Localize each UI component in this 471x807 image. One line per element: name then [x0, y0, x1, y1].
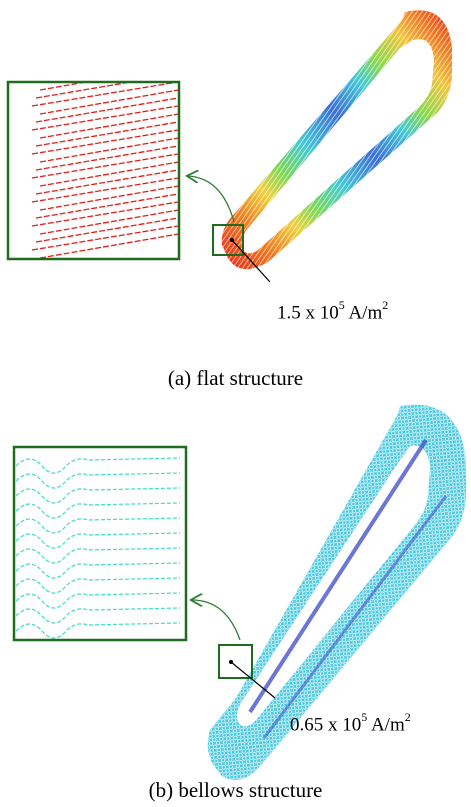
flat-current-vector — [39, 83, 85, 91]
flat-structure-figure — [6, 10, 452, 283]
flat-current-vector — [31, 129, 178, 155]
bellows-zoom-region-box — [218, 644, 253, 679]
flat-current-vector — [39, 113, 178, 139]
bellows-current-vector — [15, 487, 181, 504]
caption-flat-structure: (a) flat structure — [167, 366, 304, 390]
flat-current-vector — [31, 201, 178, 227]
flat-current-vector — [31, 225, 178, 251]
flat-current-vector — [35, 83, 129, 99]
flat-current-vector — [39, 209, 178, 235]
flat-current-vector — [35, 217, 178, 243]
bellows-current-vector — [15, 547, 181, 564]
flat-inset-magnified-view — [6, 80, 181, 261]
bellows-coil-band — [207, 404, 466, 780]
flat-current-vector — [31, 83, 176, 107]
bellows-zoom-arrow — [192, 600, 241, 641]
bellows-current-vector — [15, 532, 181, 549]
flat-current-vector — [39, 137, 178, 163]
bellows-structure-figure — [12, 404, 466, 780]
flat-current-vector — [35, 97, 178, 123]
flat-current-vector — [35, 169, 178, 195]
flat-pointer-line — [231, 239, 271, 283]
bellows-current-density-label: 0.65 x 105 A/m2 — [290, 710, 411, 736]
bellows-inset-magnified-view — [12, 445, 188, 642]
panel-bellows-structure: 0.65 x 105 A/m2 (b) bellows structure — [0, 400, 471, 807]
bellows-current-vector — [15, 592, 181, 609]
bellows-current-vector — [15, 562, 181, 579]
flat-current-vector — [31, 153, 178, 179]
bellows-current-vector — [15, 607, 181, 624]
flat-current-vector — [31, 105, 178, 131]
flat-current-vector — [39, 233, 178, 258]
flat-current-vector — [39, 161, 178, 187]
flat-zoom-arrow — [188, 176, 235, 223]
flat-current-vector — [35, 193, 178, 219]
flat-current-vector — [39, 89, 178, 115]
bellows-current-vector — [15, 457, 181, 474]
bellows-current-vector — [15, 622, 181, 639]
flat-coil-band — [221, 10, 452, 270]
bellows-current-vector — [15, 517, 181, 534]
bellows-pointer-dot — [229, 660, 233, 664]
flat-current-vector — [31, 177, 178, 203]
flat-current-vector — [35, 145, 178, 171]
bellows-current-vector — [15, 577, 181, 594]
caption-bellows-structure: (b) bellows structure — [148, 778, 323, 802]
flat-current-density-label: 1.5 x 105 A/m2 — [277, 298, 389, 324]
bellows-current-vector — [15, 502, 181, 519]
flat-zoom-region-box — [212, 224, 244, 256]
bellows-pointer-line — [230, 661, 276, 699]
flat-current-vector — [39, 185, 178, 211]
flat-current-vector — [35, 121, 178, 147]
flat-pointer-dot — [230, 238, 234, 242]
panel-flat-structure: 1.5 x 105 A/m2 (a) flat structure — [0, 0, 471, 400]
bellows-current-vector — [15, 472, 181, 489]
